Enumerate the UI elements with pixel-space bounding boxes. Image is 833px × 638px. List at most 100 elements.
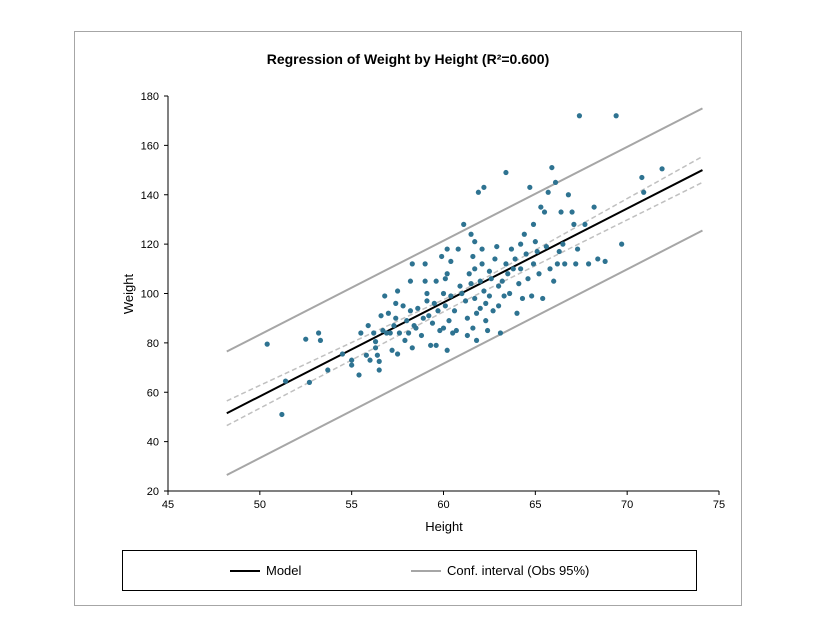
y-tick-label: 160 <box>141 140 159 152</box>
data-point <box>391 322 397 329</box>
data-point <box>582 221 588 227</box>
data-point <box>591 204 597 210</box>
obs-interval-lower-line <box>226 229 703 476</box>
y-tick-label: 60 <box>147 387 159 399</box>
data-point <box>383 330 390 336</box>
data-point <box>486 293 493 299</box>
legend-swatch-obs-interval <box>411 569 441 572</box>
data-point <box>380 327 386 334</box>
data-point <box>453 327 459 334</box>
data-point <box>659 166 665 172</box>
data-point <box>464 332 470 339</box>
data-point <box>404 318 410 324</box>
data-point <box>473 310 480 316</box>
data-point <box>372 345 379 351</box>
data-point <box>574 246 581 252</box>
data-point <box>499 278 505 284</box>
legend: Model Conf. interval (Obs 95%) <box>122 550 697 591</box>
data-point <box>519 295 526 302</box>
data-point <box>387 330 393 336</box>
data-point <box>472 295 478 302</box>
data-point <box>440 325 447 331</box>
data-point <box>494 243 500 250</box>
data-point <box>372 339 379 345</box>
data-point <box>496 303 502 309</box>
data-point <box>483 318 489 324</box>
data-point <box>448 258 454 265</box>
model-line <box>226 169 703 415</box>
data-point <box>602 258 608 265</box>
data-point <box>595 256 601 262</box>
data-point <box>514 310 520 316</box>
data-point <box>508 246 515 252</box>
data-point <box>525 276 531 282</box>
data-point <box>501 293 507 299</box>
data-point <box>547 266 553 272</box>
data-point <box>400 303 406 309</box>
data-point <box>422 278 428 284</box>
data-point <box>396 330 403 336</box>
data-point <box>530 261 537 267</box>
data-point <box>376 367 382 373</box>
y-tick-label: 80 <box>147 338 159 350</box>
data-point <box>532 239 538 245</box>
data-point <box>516 281 522 287</box>
y-tick-label: 180 <box>141 91 159 103</box>
data-point <box>440 290 447 297</box>
data-point <box>496 283 502 289</box>
data-point <box>541 209 548 215</box>
data-point <box>585 261 592 267</box>
data-point <box>393 300 399 306</box>
data-point <box>409 345 415 351</box>
data-point <box>407 308 414 314</box>
data-point <box>488 276 494 282</box>
x-axis-title: Height <box>425 519 463 534</box>
data-point <box>459 290 465 297</box>
data-point <box>444 271 450 277</box>
x-tick-label: 55 <box>346 499 358 511</box>
data-point <box>367 357 373 363</box>
data-point <box>534 248 540 255</box>
mean-interval-lower-line <box>226 181 703 427</box>
data-point <box>415 305 421 311</box>
legend-label-model: Model <box>266 563 302 578</box>
data-point <box>444 347 450 353</box>
data-point <box>371 330 377 336</box>
data-point <box>420 315 426 321</box>
data-point <box>437 327 443 334</box>
data-point <box>429 320 436 326</box>
data-point <box>536 271 542 277</box>
data-point <box>433 342 439 348</box>
data-point <box>619 241 625 247</box>
x-tick-label: 50 <box>254 499 266 511</box>
data-point <box>374 352 380 358</box>
data-point <box>444 246 450 252</box>
data-point <box>466 271 472 277</box>
data-point <box>543 243 549 250</box>
data-point <box>556 248 562 255</box>
data-point <box>571 221 577 227</box>
data-point <box>282 378 289 384</box>
data-point <box>435 308 441 314</box>
data-point <box>358 330 364 336</box>
data-point <box>424 298 430 304</box>
data-point <box>540 295 546 302</box>
data-point <box>303 336 309 342</box>
x-tick-label: 60 <box>437 499 449 511</box>
data-point <box>393 315 399 321</box>
data-point <box>477 305 483 311</box>
data-point <box>389 347 395 353</box>
data-point <box>426 313 432 319</box>
x-tick-label: 70 <box>621 499 633 511</box>
obs-interval-upper-line <box>226 107 703 353</box>
data-point <box>470 325 476 331</box>
data-point <box>451 308 458 314</box>
data-point <box>554 261 560 267</box>
data-point <box>468 231 474 237</box>
data-point <box>462 298 469 304</box>
data-point <box>486 268 493 274</box>
data-point <box>349 362 355 368</box>
data-point <box>472 239 478 245</box>
data-point <box>481 288 487 294</box>
data-point <box>483 300 489 306</box>
